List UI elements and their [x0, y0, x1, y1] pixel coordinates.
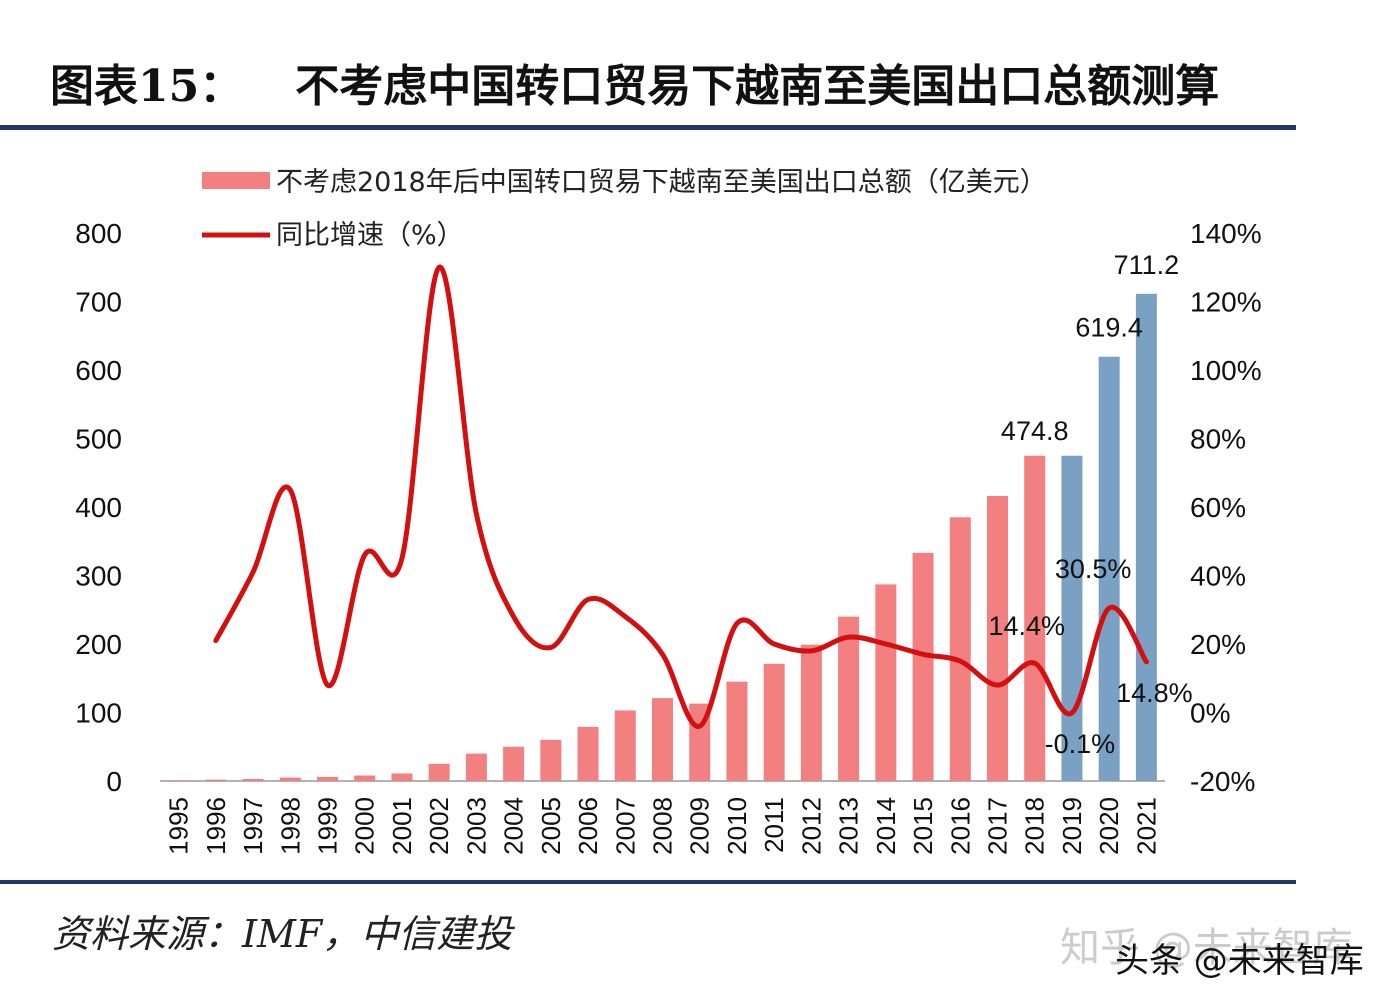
chart-title-text: 不考虑中国转口贸易下越南至美国出口总额测算 [295, 61, 1220, 112]
axes: 0 100 200 300 400 500 600 700 800 -20% 0% 20% 40% 60%… [75, 218, 1261, 855]
x-tick-label: 2003 [461, 797, 491, 855]
left-tick-label: 300 [75, 561, 122, 592]
bar [577, 726, 599, 781]
data-label: 14.8% [1116, 678, 1193, 708]
bar [949, 517, 971, 781]
x-tick-label: 2009 [685, 797, 715, 855]
data-label: 474.8 [1001, 416, 1069, 446]
x-tick-label: 2019 [1057, 797, 1087, 855]
legend-swatch-bar [202, 172, 270, 189]
bar [838, 616, 860, 781]
growth-line [213, 264, 1149, 729]
x-tick-label: 2016 [945, 797, 975, 855]
data-label: 619.4 [1075, 313, 1143, 343]
x-tick-label: 2011 [759, 797, 789, 853]
legend: 不考虑2018年后中国转口贸易下越南至美国出口总额（亿美元） 同比增速（%） [202, 167, 1047, 251]
bar [465, 753, 487, 781]
chart: 不考虑2018年后中国转口贸易下越南至美国出口总额（亿美元） 同比增速（%） 0… [75, 167, 1261, 855]
x-tick-label: 2000 [350, 797, 380, 855]
bar [279, 777, 301, 781]
data-label: 30.5% [1055, 554, 1132, 584]
data-label: 711.2 [1114, 250, 1180, 280]
x-tick-label: 2012 [796, 797, 826, 855]
right-tick-label: 0% [1190, 698, 1230, 729]
data-label: 14.4% [988, 611, 1065, 641]
x-tick-label: 2014 [871, 797, 901, 855]
x-tick-label: 2008 [648, 797, 678, 855]
x-tick-label: 2001 [387, 797, 417, 855]
right-tick-label: 80% [1190, 424, 1246, 455]
x-tick-label: 1996 [201, 797, 231, 855]
watermark-toutiao: 头条 @未来智库 [1115, 941, 1364, 981]
x-tick-label: 1997 [238, 797, 268, 855]
left-tick-label: 200 [75, 629, 122, 660]
bar [726, 681, 748, 781]
left-tick-label: 700 [75, 287, 122, 318]
right-tick-label: 140% [1190, 218, 1262, 249]
chart-number: 图表15： [50, 61, 244, 112]
x-tick-label: 2007 [610, 797, 640, 855]
x-tick-label: 2018 [1020, 797, 1050, 855]
right-tick-label: 40% [1190, 561, 1246, 592]
right-tick-label: 120% [1190, 287, 1262, 318]
legend-label-line: 同比增速（%） [276, 220, 464, 251]
x-tick-label: 2017 [983, 797, 1013, 855]
x-tick-label: 2013 [834, 797, 864, 855]
legend-label-bar: 不考虑2018年后中国转口贸易下越南至美国出口总额（亿美元） [276, 167, 1047, 198]
data-labels: 474.8 619.4 711.2 14.4% -0.1% 30.5% 14.8% [988, 250, 1192, 759]
x-tick-label: 2002 [424, 797, 454, 855]
bottom-rule [0, 880, 1296, 884]
bars [168, 293, 1157, 781]
bar [652, 698, 673, 781]
bar [428, 763, 450, 781]
bar [503, 746, 525, 781]
x-tick-label: 2006 [573, 797, 603, 855]
left-tick-label: 600 [75, 355, 122, 386]
top-rule [0, 125, 1296, 130]
bar [205, 779, 227, 781]
x-tick-label: 1999 [313, 797, 343, 855]
x-tick-label: 2015 [908, 797, 938, 855]
x-tick-label: 2010 [722, 797, 752, 855]
left-tick-label: 0 [106, 766, 122, 797]
bar [1098, 356, 1120, 781]
x-tick-label: 1995 [164, 797, 194, 855]
bar [763, 663, 785, 781]
x-tick-label: 2021 [1131, 797, 1161, 855]
left-tick-label: 500 [75, 424, 122, 455]
bar [391, 773, 413, 781]
bar [987, 496, 1008, 781]
x-tick-label: 2004 [499, 797, 529, 855]
bar [317, 776, 338, 781]
bar [875, 584, 897, 781]
right-tick-label: 60% [1190, 492, 1246, 523]
bar [540, 739, 562, 781]
right-tick-label: 100% [1190, 355, 1262, 386]
bar [354, 775, 376, 781]
left-tick-label: 800 [75, 218, 122, 249]
data-label: -0.1% [1045, 729, 1116, 759]
bar [168, 780, 190, 781]
source-note: 资料来源：IMF，中信建投 [52, 912, 513, 956]
x-tick-label: 1998 [275, 797, 305, 855]
right-tick-label: 20% [1190, 629, 1246, 660]
x-tick-label: 2020 [1094, 797, 1124, 855]
left-tick-label: 400 [75, 492, 122, 523]
bar [1024, 455, 1046, 781]
bar [912, 552, 934, 781]
left-tick-label: 100 [75, 698, 122, 729]
bar [614, 710, 636, 781]
x-tick-label: 2005 [536, 797, 566, 855]
chart-title: 图表15： 不考虑中国转口贸易下越南至美国出口总额测算 [50, 50, 1220, 112]
watermark-zhihu: 知乎 @未来智库 [1060, 925, 1353, 971]
right-tick-label: -20% [1190, 766, 1255, 797]
growth-line-path [213, 264, 1149, 729]
bar [800, 644, 822, 781]
bar [242, 778, 264, 781]
bar [1135, 293, 1157, 781]
